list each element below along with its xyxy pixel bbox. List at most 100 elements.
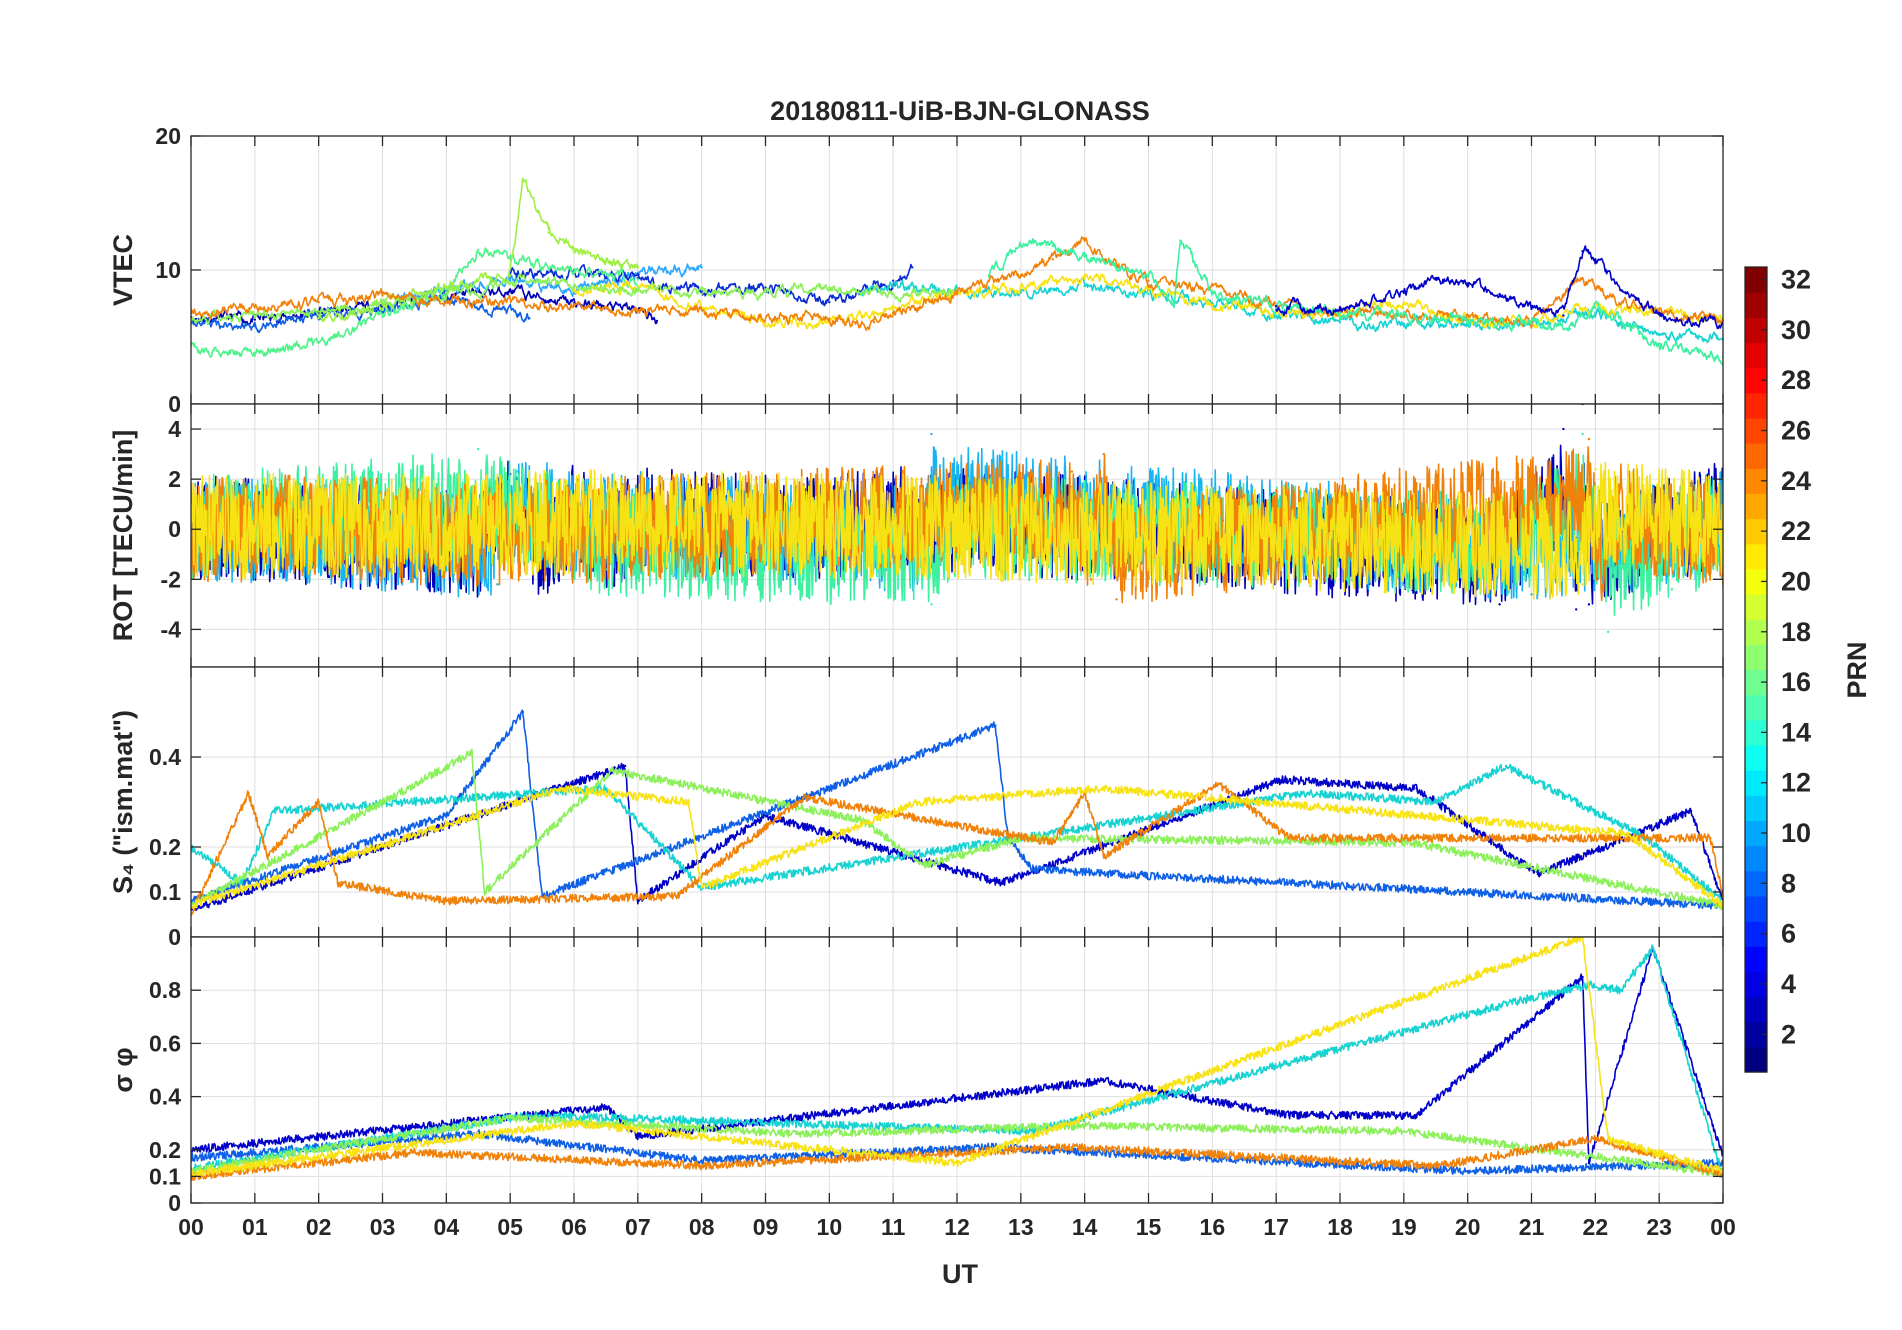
data-point (1434, 276, 1437, 280)
y-tick-label: 0 (168, 924, 181, 950)
data-point (483, 890, 486, 894)
data-point (496, 307, 499, 311)
y-axis-label: ROT [TECU/min] (108, 430, 138, 641)
x-tick-label: 18 (1327, 1214, 1353, 1240)
colorbar-tick-label: 4 (1781, 969, 1796, 999)
data-point (1581, 250, 1584, 253)
x-tick-label: 14 (1072, 1214, 1098, 1240)
series-line-5 (191, 1134, 1723, 1181)
x-tick-label: 20 (1455, 1214, 1481, 1240)
data-point (872, 321, 876, 324)
series-line-11 (988, 238, 1723, 366)
data-point (828, 300, 831, 304)
colorbar-segment (1745, 392, 1767, 419)
data-point (508, 1116, 512, 1120)
data-point (1466, 1169, 1469, 1173)
data-point (560, 787, 563, 790)
y-tick-label: 0.1 (149, 879, 181, 905)
data-point (930, 603, 933, 606)
data-point (253, 318, 257, 321)
data-point (477, 447, 480, 451)
x-tick-label: 04 (434, 1214, 460, 1240)
y-tick-label: 0.2 (149, 1137, 181, 1163)
data-point (1287, 1114, 1291, 1117)
series-line-2 (191, 709, 1723, 910)
data-point (828, 286, 831, 289)
data-point (1709, 836, 1712, 840)
colorbar-tick-label: 22 (1781, 516, 1811, 546)
plot-area (191, 937, 1723, 1181)
data-point (1594, 311, 1597, 315)
data-point (547, 231, 550, 234)
data-point (1587, 437, 1591, 441)
data-point (1587, 1161, 1591, 1165)
data-point (1338, 309, 1342, 312)
data-point (1083, 284, 1086, 288)
data-point (1147, 274, 1150, 277)
x-tick-label: 13 (1008, 1214, 1034, 1240)
data-point (1504, 764, 1508, 768)
series-line-5 (860, 276, 1723, 344)
data-point (700, 292, 703, 296)
x-tick-label: 05 (497, 1214, 523, 1240)
colorbar-segment (1745, 518, 1767, 545)
data-point (911, 266, 914, 269)
y-tick-label: 0 (168, 516, 181, 542)
colorbar-tick-label: 20 (1781, 566, 1811, 596)
colorbar-segment (1745, 493, 1767, 520)
data-point (1657, 313, 1661, 316)
chart-title: 20180811-UiB-BJN-GLONASS (770, 96, 1150, 126)
y-tick-label: 0.4 (149, 1084, 181, 1110)
data-point (1434, 1164, 1437, 1167)
colorbar-tick-label: 18 (1781, 617, 1811, 647)
data-point (381, 302, 384, 305)
colorbar-segment (1745, 770, 1767, 796)
data-point (445, 899, 448, 903)
data-point (1581, 583, 1584, 586)
data-point (1530, 322, 1533, 325)
x-tick-label: 10 (817, 1214, 843, 1240)
data-point (445, 291, 448, 294)
data-point (917, 800, 920, 804)
data-point (764, 290, 767, 293)
colorbar-segment (1745, 1021, 1767, 1048)
data-point (1083, 239, 1086, 242)
data-point (1498, 292, 1501, 296)
colorbar-segment (1745, 971, 1767, 998)
data-point (540, 578, 544, 581)
data-point (528, 317, 531, 320)
data-point (1415, 787, 1418, 790)
colorbar-segment (1745, 619, 1767, 645)
y-tick-label: 0.6 (149, 1030, 181, 1056)
colorbar-segment (1745, 921, 1767, 947)
data-point (1000, 881, 1003, 885)
data-point (923, 863, 927, 867)
colorbar-segment (1745, 895, 1767, 922)
data-point (655, 319, 659, 323)
data-point (1562, 314, 1565, 317)
data-point (1338, 321, 1342, 324)
data-point (700, 266, 703, 269)
colorbar-tick-label: 8 (1781, 868, 1796, 898)
colorbar-segment (1745, 342, 1767, 369)
data-point (700, 1164, 703, 1167)
data-point (572, 284, 576, 288)
data-point (1587, 603, 1591, 606)
data-point (1581, 432, 1584, 436)
data-point (1070, 1145, 1074, 1149)
x-tick-label: 12 (944, 1214, 970, 1240)
data-point (1019, 284, 1023, 288)
x-tick-label: 17 (1263, 1214, 1289, 1240)
data-point (891, 292, 895, 296)
series-line-7 (317, 179, 639, 323)
data-point (700, 1159, 703, 1162)
x-tick-label: 19 (1391, 1214, 1417, 1240)
data-point (611, 769, 614, 772)
data-point (1102, 1079, 1106, 1082)
y-tick-label: 2 (168, 466, 181, 492)
data-point (1402, 1129, 1406, 1133)
data-point (572, 1122, 576, 1125)
x-tick-label: 00 (1710, 1214, 1736, 1240)
